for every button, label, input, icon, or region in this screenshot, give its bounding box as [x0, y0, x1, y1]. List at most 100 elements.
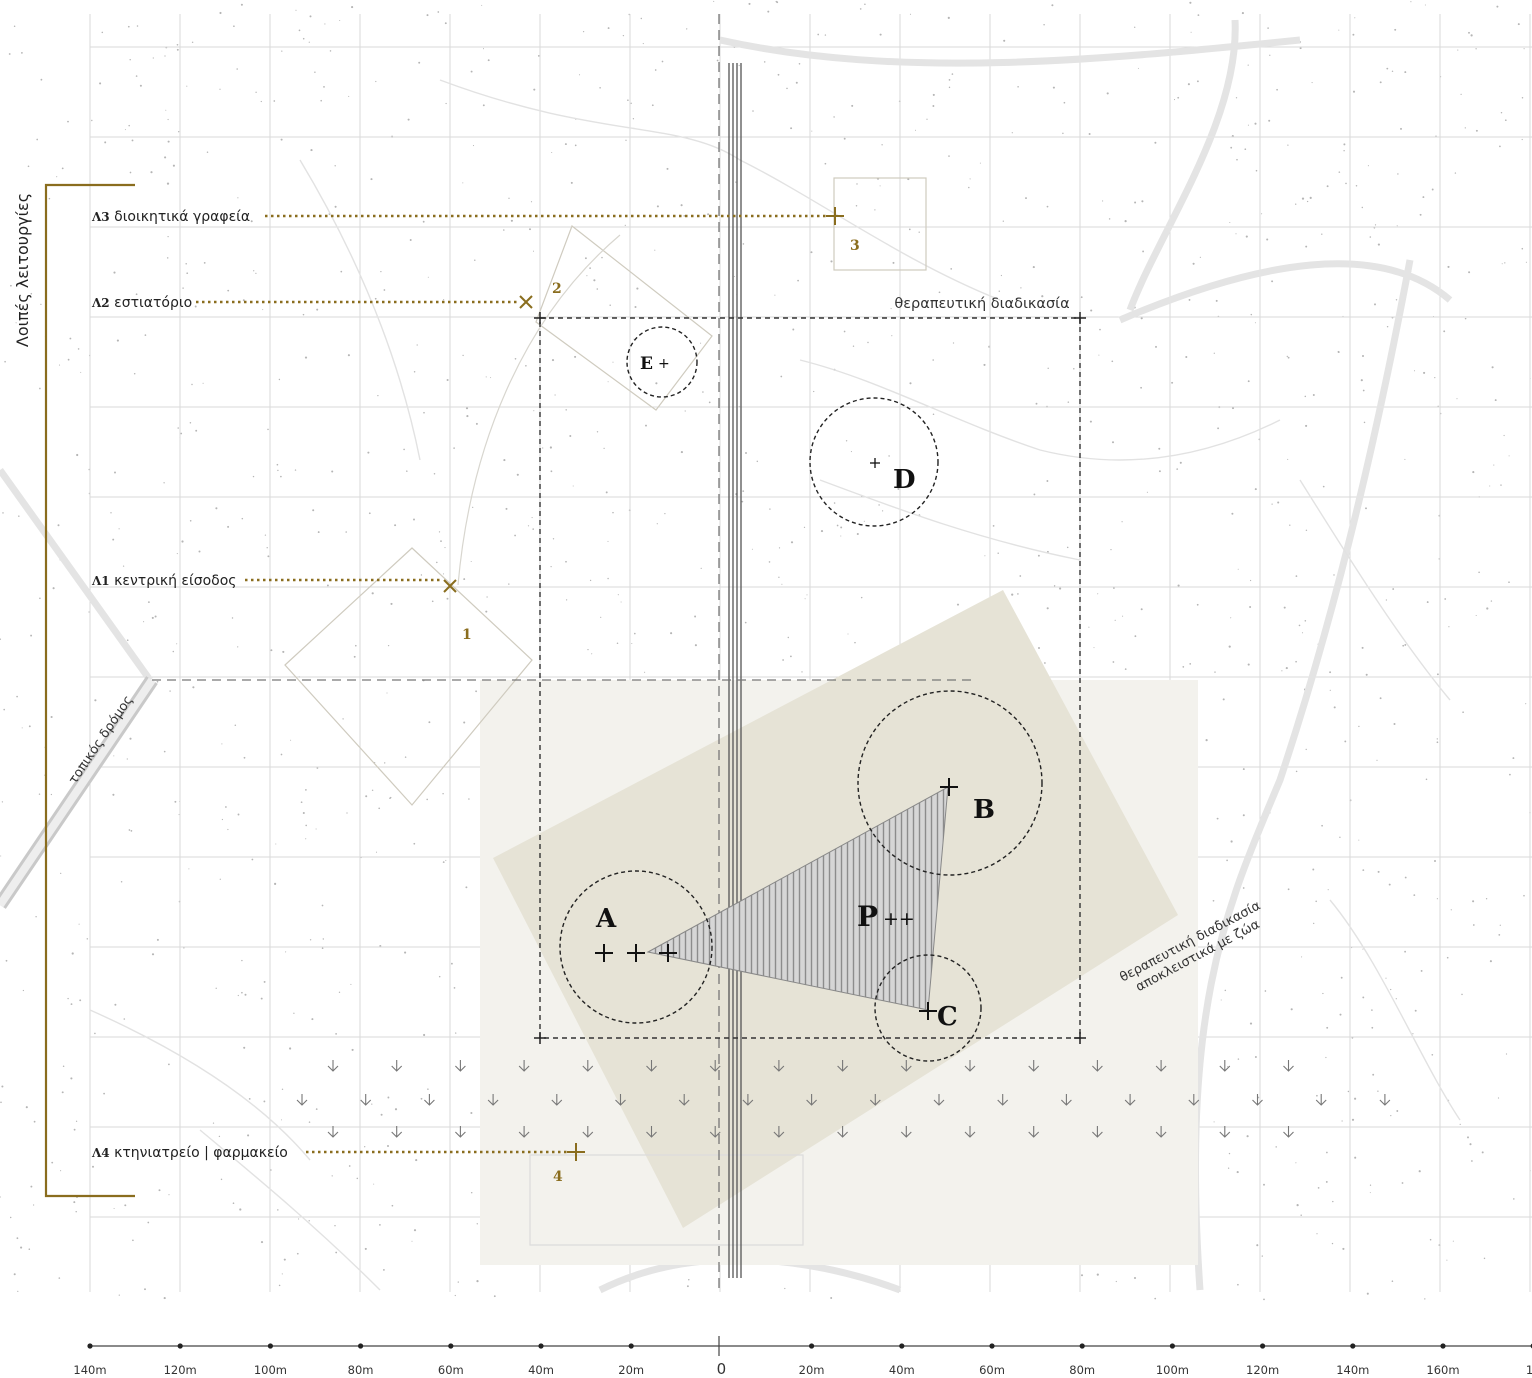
terrain-dot	[244, 993, 247, 996]
circle-e	[626, 326, 698, 398]
arrow-mark	[964, 1060, 976, 1072]
terrain-dot	[578, 74, 581, 76]
terrain-dot	[645, 424, 647, 427]
terrain-dot	[1374, 303, 1376, 306]
terrain-dot	[654, 69, 657, 71]
terrain-dot	[745, 452, 747, 454]
label-e-plus: +	[658, 356, 670, 372]
arrow-mark	[1283, 1126, 1294, 1138]
terrain-dot	[1146, 491, 1148, 493]
terrain-dot	[185, 263, 187, 265]
terrain-dot	[1525, 261, 1527, 263]
terrain-dot	[574, 144, 577, 147]
arrow-mark	[327, 1060, 339, 1072]
terrain-dot	[112, 793, 115, 796]
terrain-dot	[1475, 614, 1477, 617]
terrain-dot	[1158, 470, 1161, 473]
terrain-dot	[636, 287, 639, 290]
terrain-dot	[1422, 196, 1425, 199]
terrain-dot	[888, 455, 890, 457]
terrain-dot	[1469, 1143, 1472, 1146]
terrain-dot	[508, 197, 510, 199]
terrain-dot	[373, 1183, 375, 1185]
terrain-dot	[1063, 101, 1066, 104]
terrain-dot	[241, 517, 244, 520]
function-leaders	[196, 214, 828, 1154]
terrain-dot	[294, 469, 297, 471]
terrain-dot	[616, 642, 619, 644]
terrain-dot	[25, 1106, 28, 1109]
function-number-2: 2	[552, 281, 562, 297]
terrain-dot	[1341, 1120, 1343, 1122]
terrain-dot	[1032, 266, 1035, 269]
terrain-dot	[440, 540, 442, 542]
terrain-dot	[236, 68, 238, 70]
terrain-dot	[378, 807, 381, 810]
terrain-dot	[1133, 1276, 1137, 1280]
terrain-dot	[1093, 647, 1095, 649]
terrain-dot	[453, 987, 456, 989]
terrain-dot	[486, 596, 488, 598]
terrain-dot	[474, 259, 476, 262]
terrain-dot	[1327, 889, 1329, 891]
terrain-dot	[1521, 247, 1524, 250]
terrain-dot	[163, 482, 165, 484]
terrain-dot	[1269, 54, 1271, 56]
terrain-dot	[1177, 584, 1180, 587]
terrain-dot	[1242, 887, 1245, 889]
terrain-dot	[423, 411, 425, 414]
terrain-dot	[1137, 67, 1139, 69]
terrain-dot	[1236, 1171, 1239, 1174]
terrain-dot	[1379, 697, 1382, 700]
scale-label: 120m	[164, 1363, 197, 1377]
terrain-dot	[1254, 488, 1257, 491]
arrow-mark	[391, 1060, 403, 1072]
terrain-dot	[951, 73, 954, 75]
terrain-dot	[1418, 1170, 1421, 1173]
scale-label: 120m	[1246, 1363, 1279, 1377]
terrain-dot	[918, 231, 920, 233]
scale-dot	[448, 1343, 454, 1349]
terrain-dot	[1235, 97, 1238, 99]
terrain-dot	[1228, 1152, 1231, 1155]
building-outlines	[284, 177, 927, 1246]
terrain-dot	[122, 565, 125, 567]
zone-therapy	[534, 312, 1086, 1044]
terrain-dot	[298, 29, 301, 32]
terrain-dot	[797, 279, 799, 282]
terrain-dot	[708, 401, 711, 404]
terrain-dot	[1037, 646, 1041, 650]
terrain-dot	[310, 149, 313, 152]
terrain-dot	[156, 938, 159, 941]
terrain-dot	[311, 1018, 314, 1021]
terrain-dot	[656, 523, 658, 525]
terrain-dot	[391, 1204, 394, 1207]
terrain-dot	[1019, 575, 1022, 577]
terrain-dot	[1394, 28, 1397, 31]
terrain-dot	[1360, 379, 1363, 382]
road-label: τοπικός δρόμος	[66, 693, 136, 787]
terrain-dot	[591, 653, 593, 655]
terrain-dot	[418, 61, 421, 64]
terrain-dot	[192, 686, 195, 689]
terrain-dot	[446, 597, 449, 600]
terrain-dot	[1281, 670, 1283, 672]
terrain-dot	[403, 448, 405, 451]
terrain-dot	[485, 610, 488, 613]
terrain-dot	[979, 162, 981, 164]
terrain-dot	[0, 638, 2, 640]
terrain-dot	[1249, 606, 1252, 608]
terrain-dot	[914, 129, 917, 131]
terrain-dot	[1499, 924, 1501, 926]
terrain-dot	[220, 1178, 223, 1181]
scale-label: 40m	[889, 1363, 915, 1377]
terrain-dot	[1300, 1214, 1302, 1216]
terrain-dot	[1247, 124, 1249, 126]
arrow-mark	[360, 1094, 372, 1106]
terrain-dot	[1424, 4, 1426, 6]
terrain-dot	[316, 308, 319, 311]
terrain-dot	[438, 531, 441, 533]
terrain-dot	[40, 78, 43, 81]
terrain-dot	[1372, 1073, 1375, 1076]
terrain-dot	[1311, 82, 1313, 84]
